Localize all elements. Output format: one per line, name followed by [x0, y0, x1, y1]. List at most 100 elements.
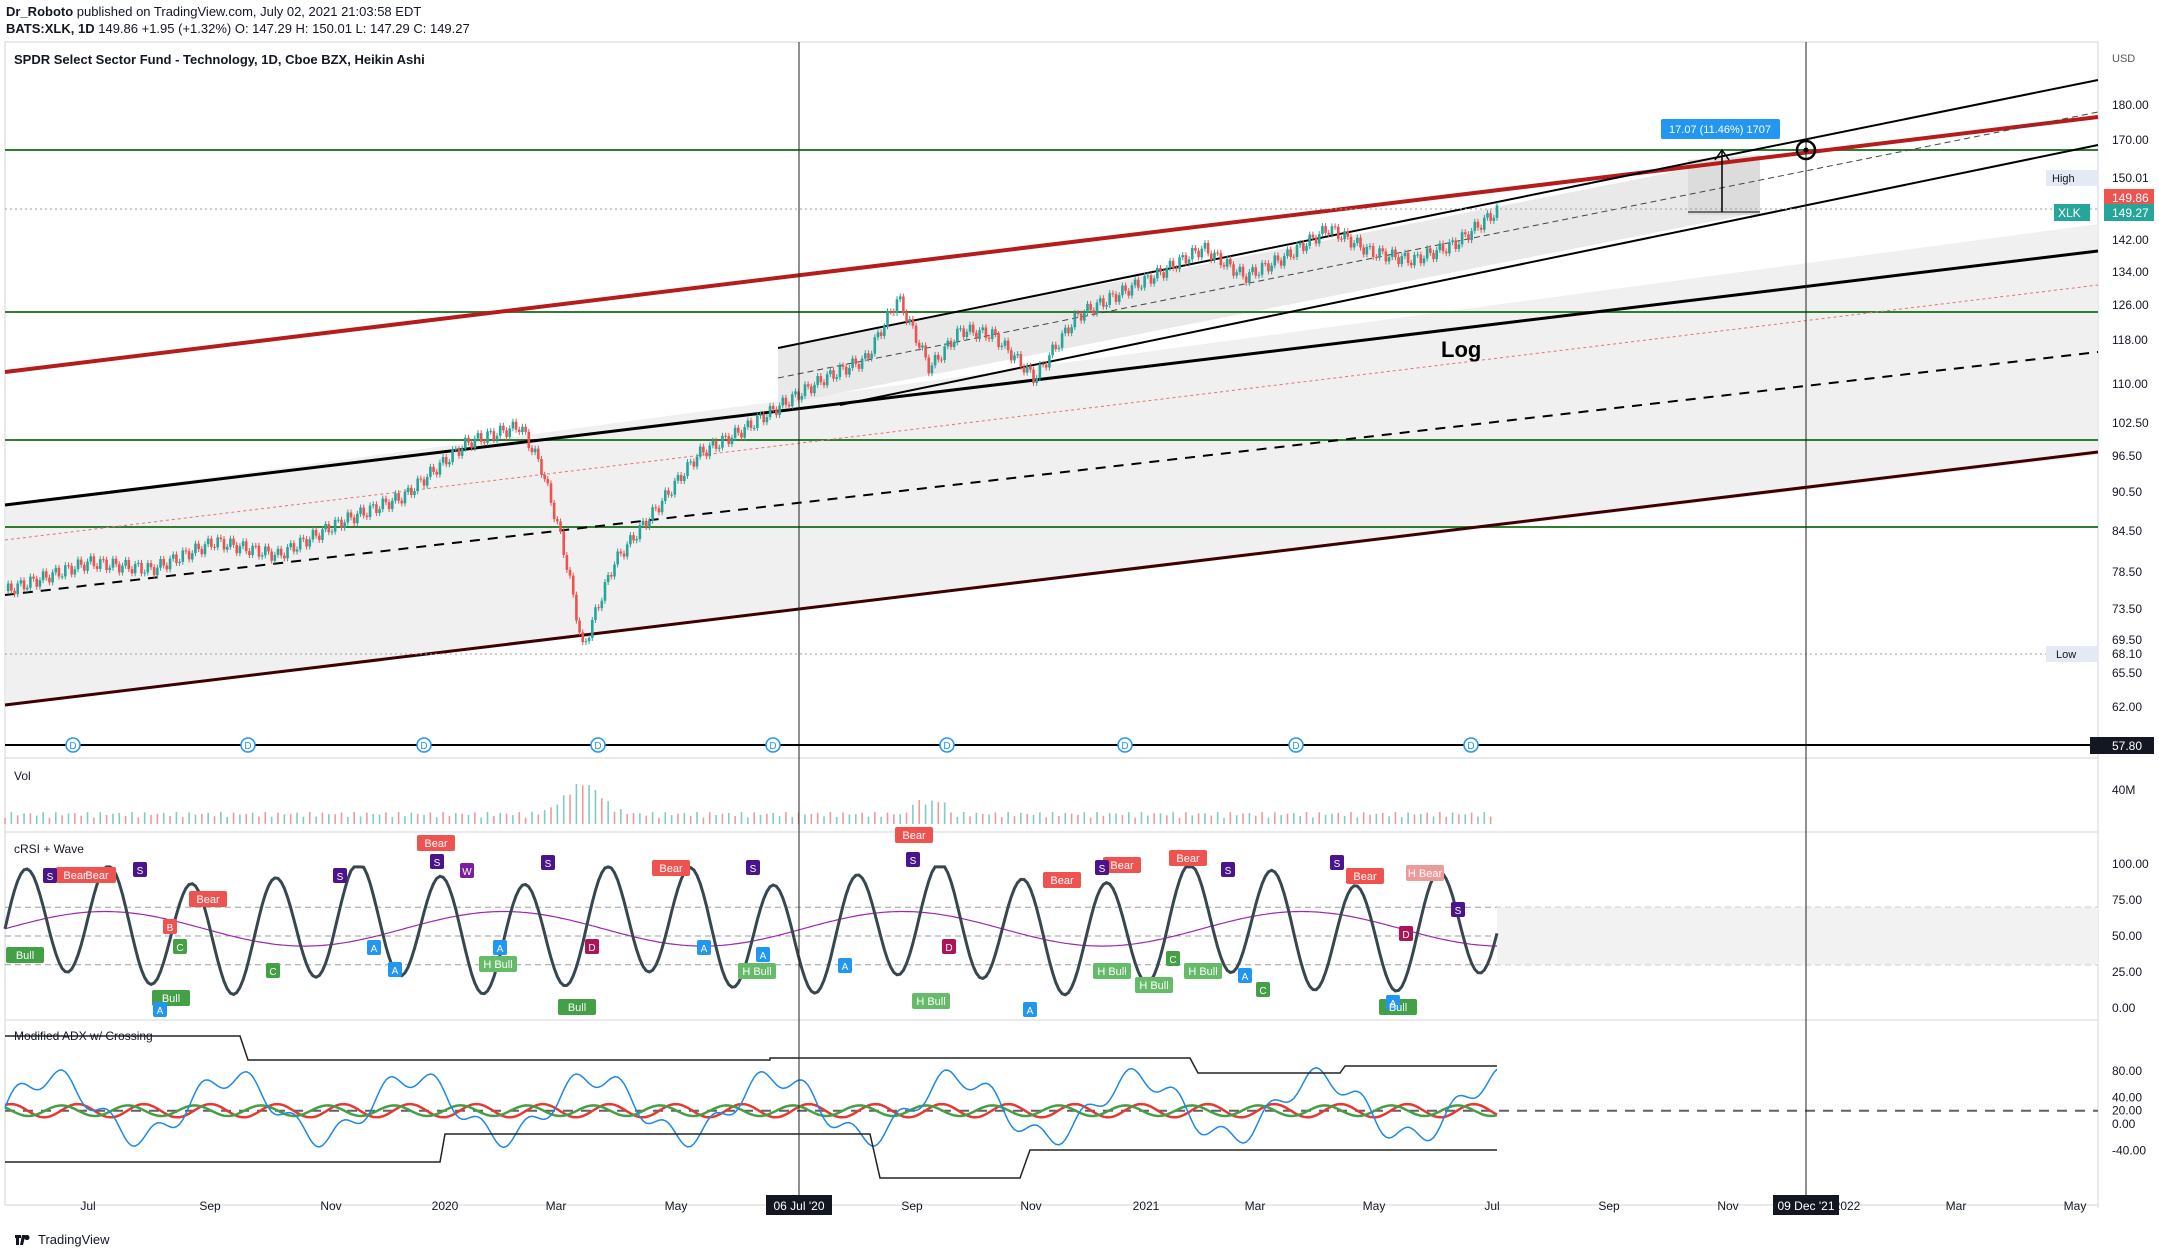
candle-body	[375, 504, 378, 514]
close-tag: 149.27	[2112, 206, 2149, 220]
volume-bar	[556, 804, 559, 824]
candle-body	[1492, 217, 1496, 221]
candle-body	[594, 607, 597, 620]
candle-body	[683, 475, 686, 482]
volume-bar	[1299, 815, 1301, 824]
candle-body	[1429, 248, 1432, 253]
volume-bar	[1451, 812, 1454, 824]
volume-bar	[1229, 812, 1232, 824]
volume-bar	[347, 816, 349, 824]
volume-bar	[410, 812, 413, 824]
candle-body	[1390, 249, 1394, 258]
candle-body	[841, 365, 845, 367]
candle-body	[971, 324, 975, 333]
candle-body	[838, 365, 842, 378]
volume-bar	[1058, 815, 1060, 824]
dividend-marker-icon[interactable]	[1288, 737, 1304, 753]
target-circle-icon[interactable]	[1795, 139, 1817, 161]
crsi-signal-label: Bull	[568, 1002, 586, 1014]
volume-bar	[99, 812, 102, 824]
candle-body	[270, 551, 273, 561]
crsi-marker-badge	[1023, 1002, 1037, 1017]
crsi-signal-badge	[738, 963, 776, 979]
candle-body	[416, 478, 419, 492]
dividend-marker-icon[interactable]	[1117, 737, 1133, 753]
crsi-signal-label: Bear	[902, 830, 926, 842]
volume-bar	[810, 813, 813, 824]
volume-bar	[956, 816, 959, 824]
publish-header: Dr_Roboto published on TradingView.com, …	[6, 4, 421, 19]
last-price-tag: 149.86	[2112, 191, 2149, 205]
short-channel-mid	[777, 111, 2099, 379]
candle-body	[533, 448, 537, 453]
candle-body	[883, 326, 886, 337]
dividend-marker-icon[interactable]	[416, 737, 432, 753]
candle-body	[670, 494, 673, 496]
volume-bar	[1147, 815, 1149, 824]
crsi-signal-label: H Bull	[483, 959, 512, 971]
candle-body	[1241, 266, 1245, 277]
crsi-signal-badge	[417, 835, 455, 851]
crsi-signal-label: H Bull	[1188, 966, 1217, 978]
candle-body	[54, 567, 58, 573]
volume-bar	[607, 801, 609, 824]
crsi-marker-badge	[838, 958, 852, 973]
candle-body	[813, 384, 816, 394]
candle-body	[635, 539, 639, 541]
candle-body	[451, 449, 454, 463]
author-name[interactable]: Dr_Roboto	[6, 4, 74, 19]
price-tick: 69.50	[2112, 633, 2142, 647]
candle-body	[568, 569, 572, 576]
candle-body	[1044, 364, 1048, 368]
volume-bar	[327, 814, 330, 824]
dividend-marker-icon[interactable]	[765, 737, 781, 753]
dividend-marker-icon[interactable]	[939, 737, 955, 753]
volume-bar	[340, 812, 343, 824]
candle-body	[638, 525, 642, 540]
candle-body	[1105, 304, 1108, 307]
volume-bar	[1197, 813, 1200, 824]
adx-di-minus-line	[4, 1102, 1498, 1119]
candle-body	[337, 519, 340, 521]
dividend-marker-icon[interactable]	[65, 737, 81, 753]
candle-body	[156, 567, 159, 576]
candle-body	[86, 561, 89, 571]
candle-body	[1286, 249, 1289, 256]
candle-body	[1200, 248, 1204, 258]
candle-body	[124, 559, 127, 566]
candle-body	[121, 565, 124, 573]
volume-bar	[461, 813, 463, 824]
candle-body	[622, 553, 626, 557]
candle-body	[1213, 252, 1216, 261]
volume-bar	[1305, 812, 1308, 824]
candle-body	[1248, 272, 1251, 283]
candle-body	[1067, 327, 1070, 334]
candle-body	[216, 537, 219, 548]
volume-bar	[86, 812, 89, 824]
price-tick: 78.50	[2112, 565, 2142, 579]
candle-body	[222, 538, 226, 550]
cursor-price-bg	[2090, 737, 2154, 754]
volume-bar	[302, 816, 305, 824]
candle-body	[133, 563, 137, 574]
candle-body	[57, 567, 61, 577]
price-tick: 142.00	[2112, 233, 2149, 247]
candle-body	[825, 374, 829, 386]
crsi-signal-badge	[1103, 857, 1141, 873]
time-cursor-label: 06 Jul '20	[774, 1199, 825, 1213]
volume-bar	[467, 814, 470, 824]
candle-body	[1283, 255, 1286, 266]
crsi-marker-badge	[942, 939, 956, 954]
volume-bar	[747, 817, 749, 824]
candle-body	[1197, 250, 1200, 258]
dividend-marker-label: D	[594, 741, 601, 752]
candle-body	[1146, 275, 1150, 277]
volume-bar	[651, 812, 654, 824]
crsi-signal-badge	[6, 947, 44, 963]
dividend-marker-icon[interactable]	[590, 737, 606, 753]
dividend-marker-label: D	[1292, 741, 1299, 752]
candle-body	[1003, 340, 1007, 346]
dividend-marker-icon[interactable]	[240, 737, 256, 753]
dividend-marker-icon[interactable]	[1463, 737, 1479, 753]
